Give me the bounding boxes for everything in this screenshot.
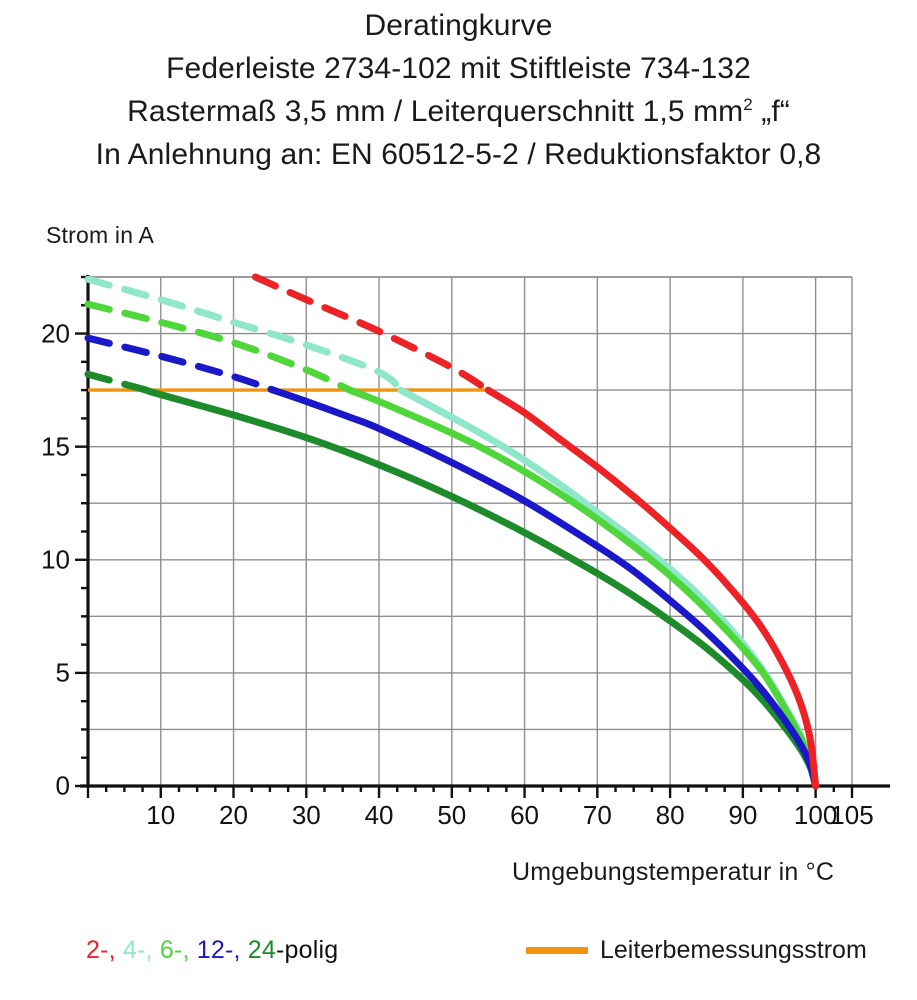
x-axis-tick-label: 60 xyxy=(510,800,540,830)
x-axis-tick-label: 40 xyxy=(364,800,394,830)
x-axis-tick-label: 105 xyxy=(830,800,874,830)
legend-rated-current-label: Leiterbemessungsstrom xyxy=(600,936,867,964)
legend-pole-4: 24 xyxy=(247,936,277,964)
chart-series-group xyxy=(84,273,820,790)
series-line-2-polig-solid xyxy=(484,386,820,790)
y-axis-tick-label: 20 xyxy=(41,318,70,349)
legend-line-swatch-icon xyxy=(526,947,588,954)
y-axis-caption: Strom in A xyxy=(46,222,155,248)
y-axis-tick-label: 5 xyxy=(55,657,70,688)
y-axis-tick-label: 10 xyxy=(41,544,70,575)
x-axis-tick-label: 70 xyxy=(582,800,612,830)
legend-rated-current-entry: Leiterbemessungsstrom xyxy=(526,936,867,965)
title-line-3-tail: „f“ xyxy=(752,95,790,128)
title-line-3-main: Rastermaß 3,5 mm / Leiterquerschnitt 1,5… xyxy=(127,95,744,128)
title-line-2: Federleiste 2734-102 mit Stiftleiste 734… xyxy=(166,52,751,85)
chart-legend: 2-, 4-, 6-, 12-, 24-polig Leiterbemessun… xyxy=(0,936,917,984)
legend-pole-1: 4-, xyxy=(122,936,160,964)
chart-gridlines xyxy=(88,276,853,786)
legend-poles-entry: 2-, 4-, 6-, 12-, 24-polig xyxy=(86,936,338,965)
title-line-1: Deratingkurve xyxy=(364,9,553,42)
title-line-3: Rastermaß 3,5 mm / Leiterquerschnitt 1,5… xyxy=(0,90,917,133)
legend-pole-3: 12-, xyxy=(196,936,248,964)
series-line-6-polig-solid xyxy=(346,386,820,790)
x-axis-tick-label: 100 xyxy=(793,800,838,830)
y-axis-tick-label: 0 xyxy=(55,770,70,801)
x-axis-tick-label: 10 xyxy=(146,800,176,830)
legend-poles-suffix: -polig xyxy=(276,936,339,964)
series-line-12-polig-solid xyxy=(269,386,820,790)
x-axis-tick-label: 20 xyxy=(219,800,248,830)
x-axis-tick-label: 80 xyxy=(655,800,685,830)
chart-title-block: Deratingkurve Federleiste 2734-102 mit S… xyxy=(0,0,917,176)
x-axis-tick-label: 90 xyxy=(728,800,758,830)
legend-pole-2: 6-, xyxy=(159,936,197,964)
series-line-2-polig-dashed xyxy=(251,273,495,396)
x-axis-tick-label: 50 xyxy=(437,800,467,830)
title-line-4: In Anlehnung an: EN 60512-5-2 / Reduktio… xyxy=(95,138,822,171)
x-axis-caption: Umgebungstemperatur in °C xyxy=(512,858,835,886)
series-line-4-polig-dashed xyxy=(84,275,406,395)
title-line-3-superscript: 2 xyxy=(743,95,753,114)
series-line-4-polig-solid xyxy=(397,386,820,790)
legend-pole-0: 2-, xyxy=(86,936,123,964)
y-axis-tick-label: 15 xyxy=(41,431,70,462)
x-axis-tick-label: 30 xyxy=(291,800,321,830)
series-line-12-polig-dashed xyxy=(84,334,277,394)
series-line-24-polig-solid xyxy=(142,386,820,790)
